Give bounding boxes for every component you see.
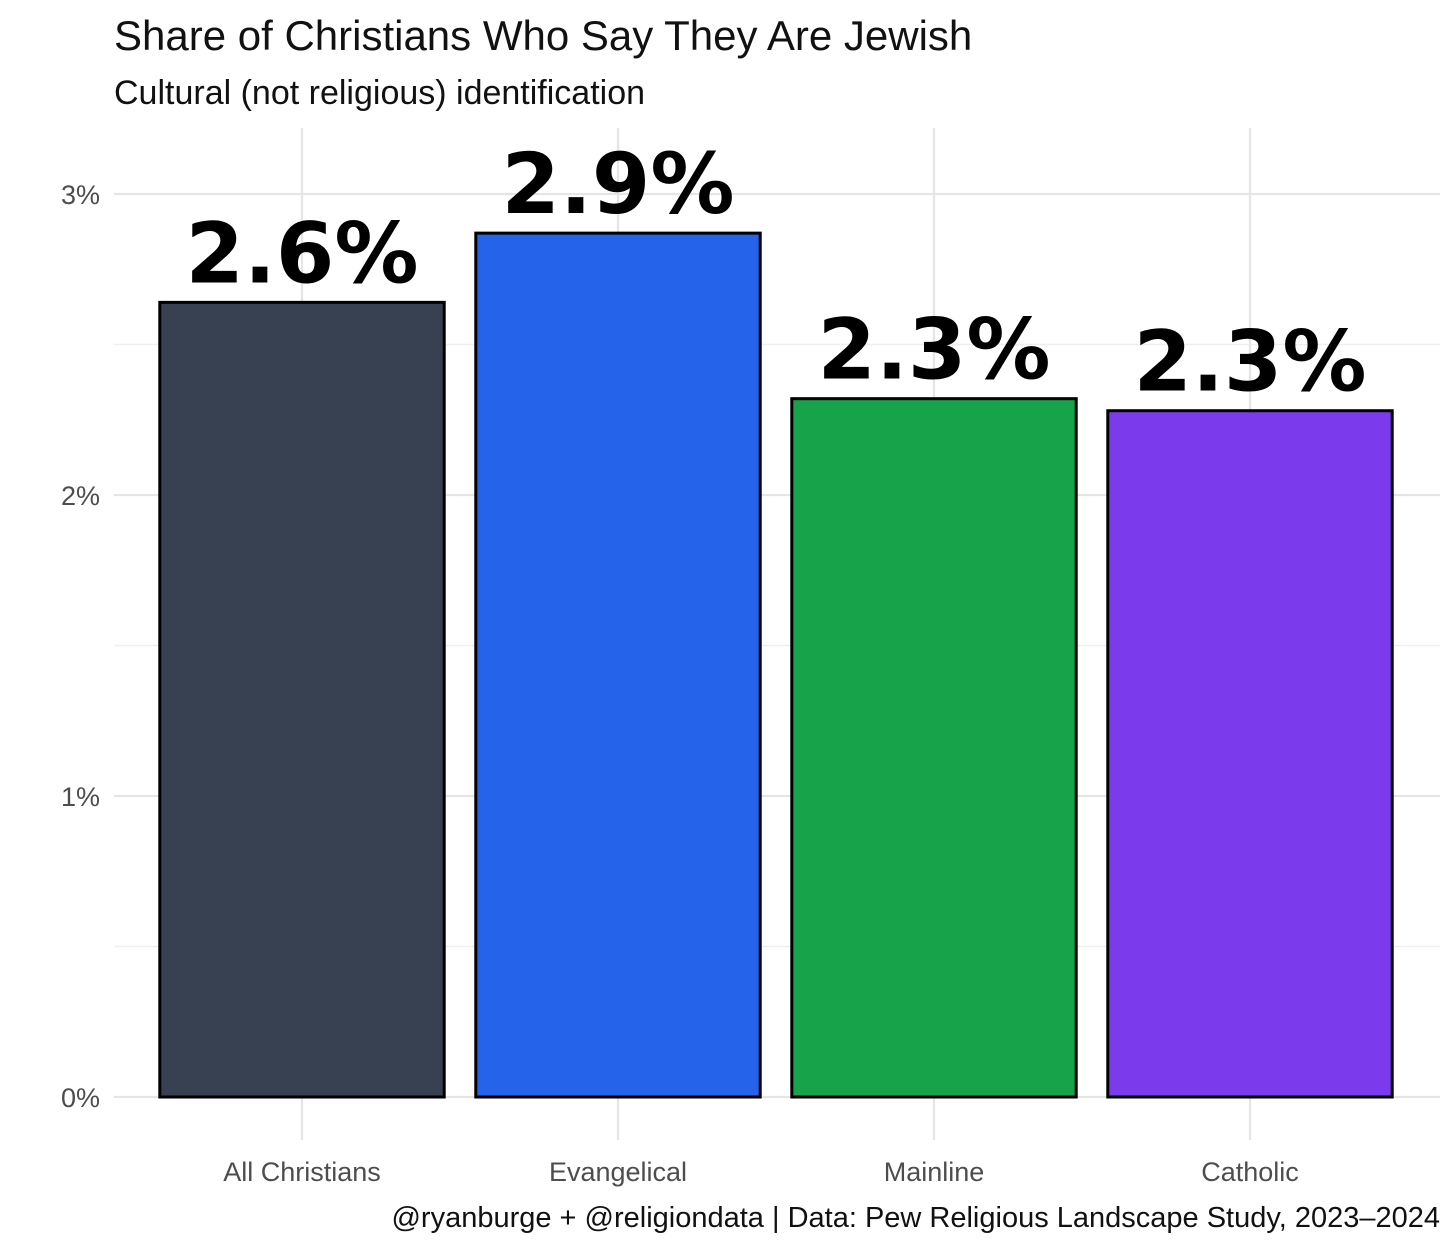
x-tick-label: All Christians [223,1157,381,1187]
x-tick-label: Catholic [1201,1157,1299,1187]
y-tick-label: 1% [61,782,100,812]
y-tick-label: 0% [61,1083,100,1113]
axis-tick-labels: 0% 1% 2% 3% All Christians Evangelical Mainlin… [61,180,1299,1187]
bar [158,300,446,1099]
bar-data-label: 2.6% [186,204,419,302]
bar [474,231,762,1099]
x-tick-label: Evangelical [549,1157,687,1187]
chart-caption: @ryanburge + @religiondata | Data: Pew R… [391,1202,1440,1234]
x-tick-label: Mainline [884,1157,985,1187]
chart-title: Share of Christians Who Say They Are Jew… [114,12,972,59]
bar [790,397,1078,1099]
y-tick-label: 2% [61,481,100,511]
bar-data-label: 2.9% [502,135,735,233]
bars [158,231,1394,1099]
bar [1106,409,1394,1099]
bar-data-label: 2.3% [1134,313,1367,411]
y-tick-label: 3% [61,180,100,210]
bar-data-label: 2.3% [818,301,1051,399]
data-labels: 2.6% 2.9% 2.3% 2.3% [186,135,1367,411]
chart-subtitle: Cultural (not religious) identification [114,74,645,112]
